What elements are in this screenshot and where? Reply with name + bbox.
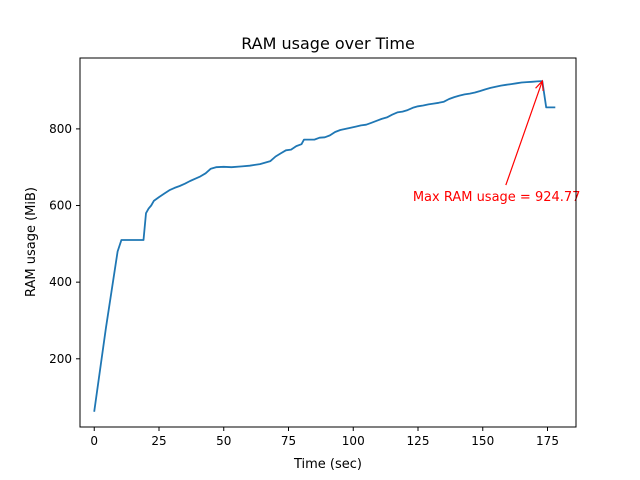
annotation-arrow-head xyxy=(535,79,544,91)
x-axis-label: Time (sec) xyxy=(293,457,362,472)
x-tick-label: 125 xyxy=(407,434,430,448)
x-tick-label: 150 xyxy=(471,434,494,448)
y-tick-label: 800 xyxy=(49,122,72,136)
x-tick-label: 25 xyxy=(151,434,166,448)
annotation-arrow-shaft xyxy=(505,80,543,186)
x-tick-label: 75 xyxy=(281,434,296,448)
x-tick-label: 100 xyxy=(342,434,365,448)
y-tick-label: 600 xyxy=(49,199,72,213)
x-tick-label: 50 xyxy=(216,434,231,448)
y-tick-label: 200 xyxy=(49,352,72,366)
max-annotation: Max RAM usage = 924.77 xyxy=(413,79,581,205)
ram-usage-line xyxy=(93,80,556,412)
y-tick-label: 400 xyxy=(49,275,72,289)
x-tick-label: 175 xyxy=(536,434,559,448)
x-tick-label: 0 xyxy=(90,434,98,448)
chart-title: RAM usage over Time xyxy=(241,34,415,53)
x-axis-ticks: 0 25 50 75 100 125 150 175 xyxy=(90,427,559,448)
axes-frame xyxy=(79,57,577,428)
y-axis-ticks: 200 400 600 800 xyxy=(49,122,80,366)
annotation-label: Max RAM usage = 924.77 xyxy=(413,190,581,205)
y-axis-label: RAM usage (MiB) xyxy=(24,187,39,297)
